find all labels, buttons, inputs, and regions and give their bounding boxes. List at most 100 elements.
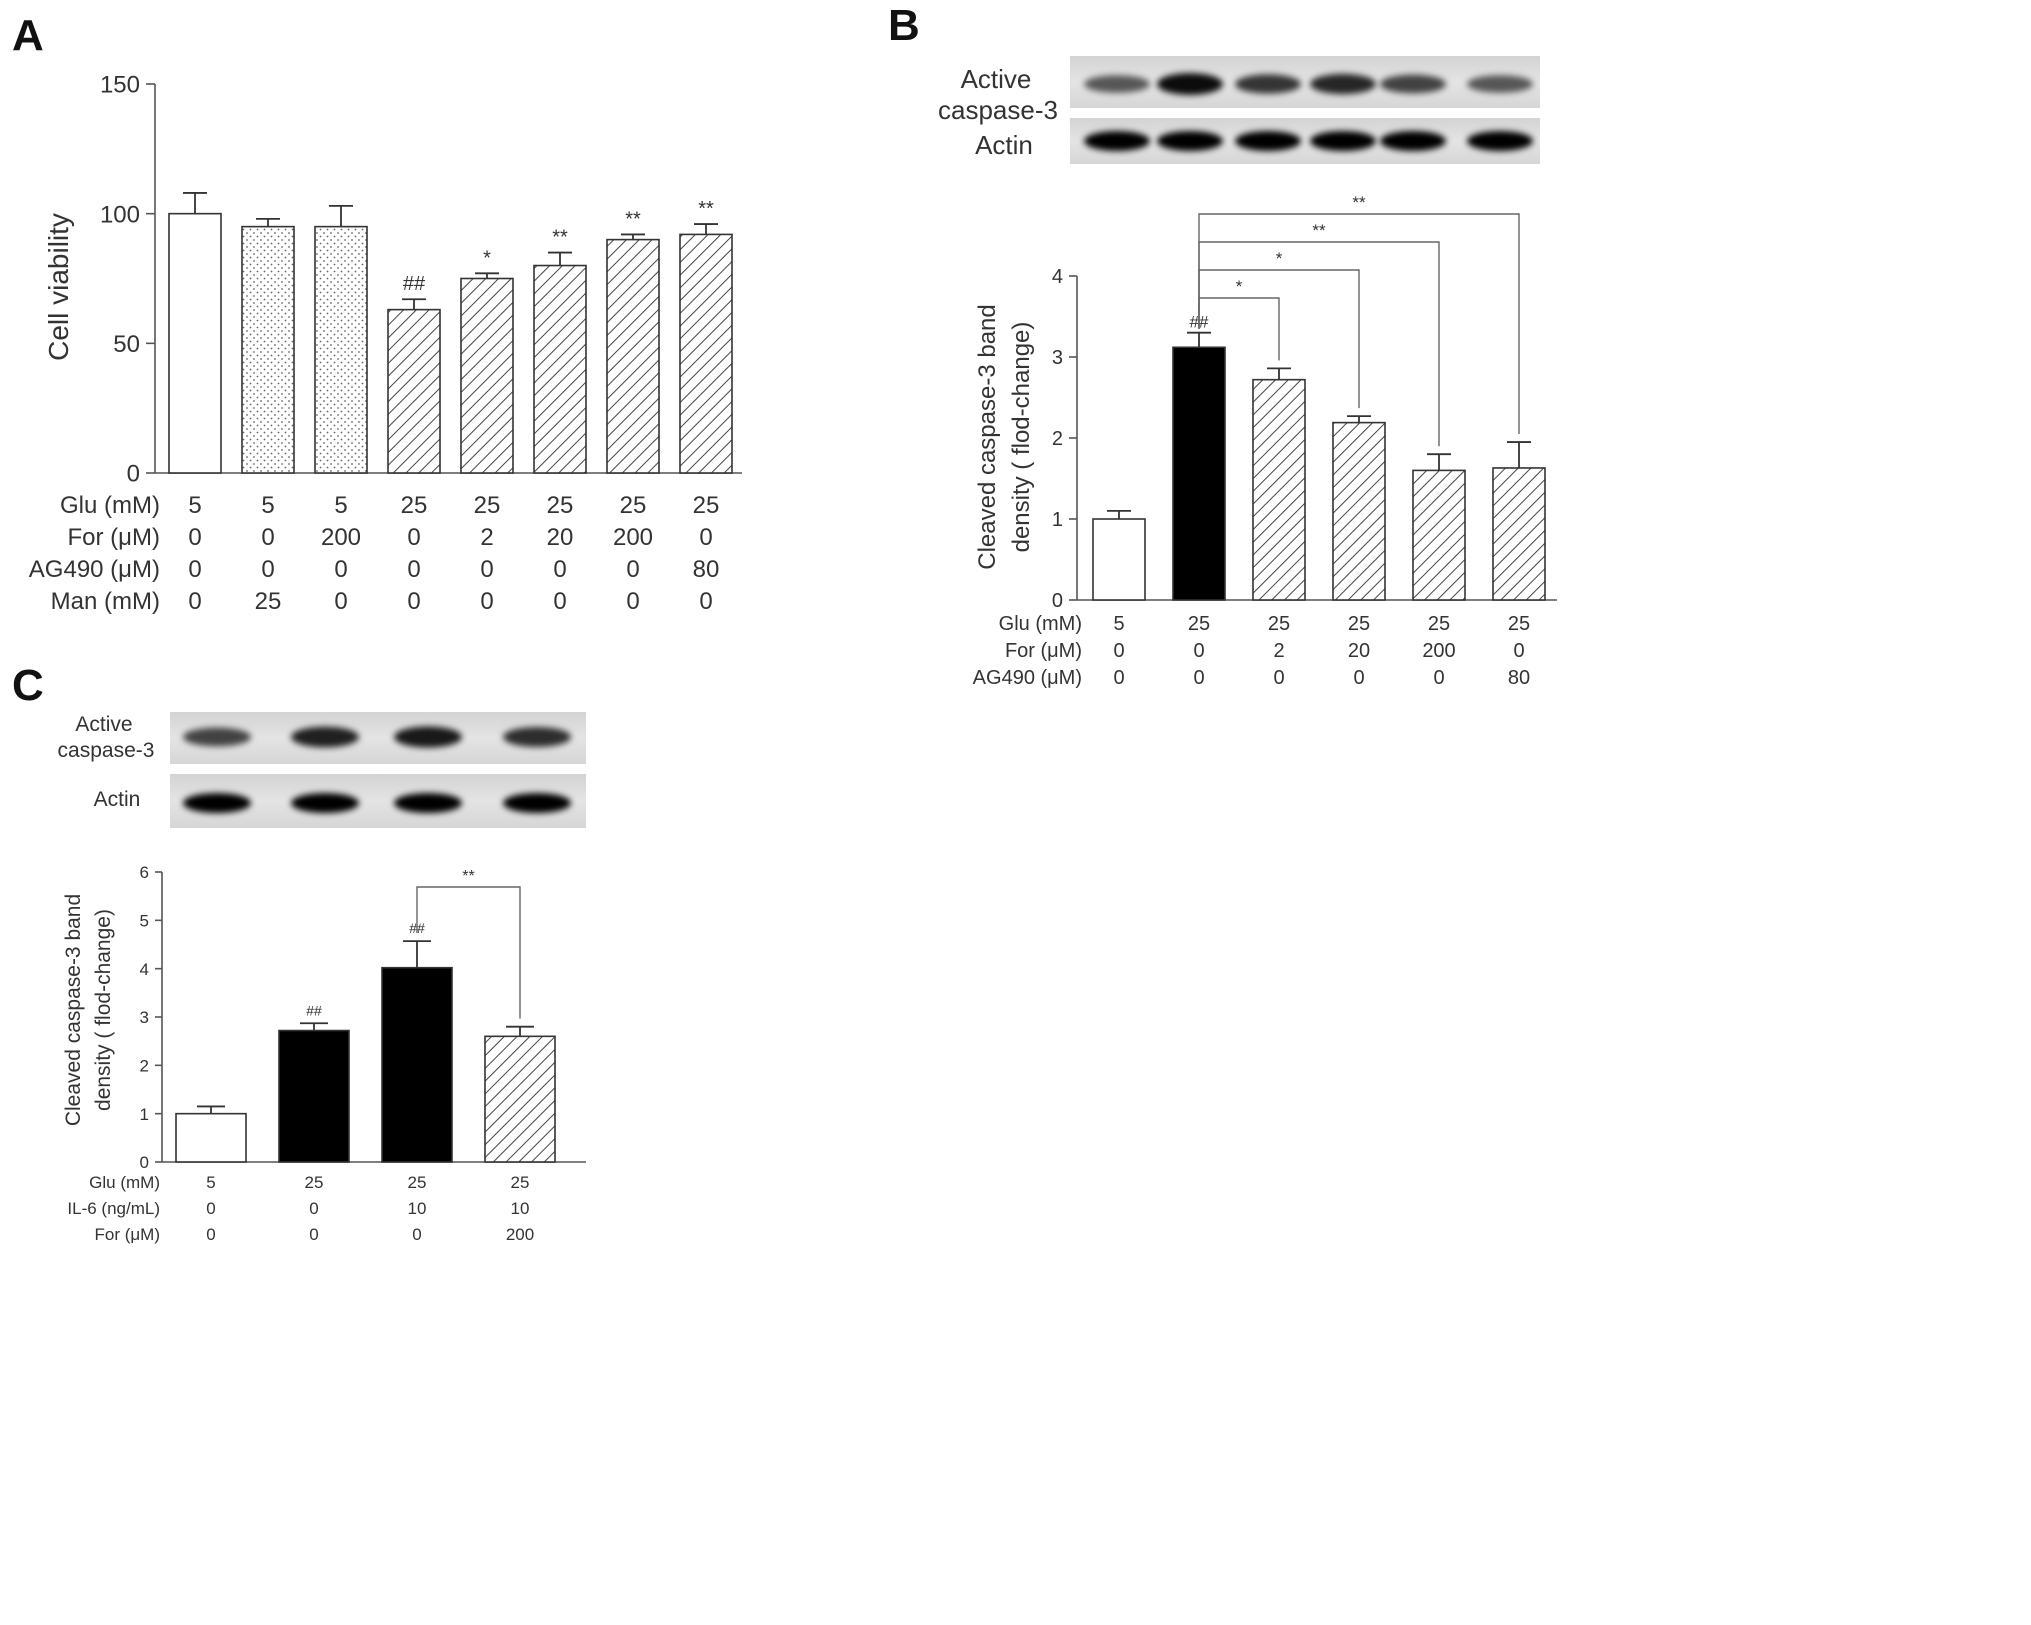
panel-c-condition-value: 5 [206, 1173, 215, 1192]
panel-c-condition-value: 25 [408, 1173, 427, 1192]
panel-c-bar [175, 1112, 247, 1163]
panel-a-y-axis-title: Cell viability [43, 213, 74, 361]
panel-a-bar [460, 277, 514, 474]
panel-c-condition-value: 0 [309, 1225, 318, 1244]
panel-b-bracket-label: ** [1352, 193, 1366, 212]
panel-a-condition-value: 25 [474, 492, 501, 519]
panel-b-comparison-bracket [1198, 241, 1440, 447]
panel-b-bar [1252, 378, 1306, 601]
panel-c-condition-value: 25 [305, 1173, 324, 1192]
panel-b-bracket-label: * [1236, 277, 1243, 296]
panel-c-blot-label-caspase: caspase-3 [58, 739, 155, 762]
panel-b-bar [1172, 346, 1226, 601]
panel-b-blot-caspase-band [1467, 75, 1533, 93]
panel-a-condition-value: 0 [480, 556, 493, 583]
panel-b-condition-value: 0 [1513, 640, 1524, 662]
panel-a-condition-value: 0 [553, 588, 566, 615]
panel-a-condition-value: 0 [480, 588, 493, 615]
panel-b-blot-label-actin: Actin [975, 130, 1033, 160]
panel-b-condition-value: 0 [1273, 667, 1284, 689]
panel-a-condition-value: 0 [626, 588, 639, 615]
panel-a-condition-value: 25 [255, 588, 282, 615]
panel-a-condition-value: 2 [480, 524, 493, 551]
panel-a-condition-value: 0 [553, 556, 566, 583]
panel-a-condition-value: 20 [547, 524, 574, 551]
panel-c-blot: Active caspase-3 Actin [58, 712, 586, 828]
panel-a-condition-value: 0 [407, 556, 420, 583]
panel-c-blot-label-actin: Actin [94, 788, 141, 811]
panel-a-condition-label: Glu (mM) [60, 492, 160, 519]
panel-b-blot-label-active: Active [961, 64, 1032, 94]
panel-a-significance-label: ** [625, 208, 641, 230]
panel-b-bar [1332, 421, 1386, 601]
panel-a-bar [533, 264, 587, 474]
panel-c-significance-label: ## [306, 1002, 322, 1018]
panel-b-bar [1092, 518, 1146, 601]
panel-c-y-tick-label: 4 [140, 960, 149, 979]
panel-b-condition-value: 0 [1113, 667, 1124, 689]
panel-c-condition-value: 200 [506, 1225, 534, 1244]
panel-b-condition-value: 25 [1428, 613, 1450, 635]
panel-c-condition-label: For (μM) [94, 1225, 160, 1244]
panel-b-bracket-label: ** [1312, 221, 1326, 240]
panel-b-blot: Active caspase-3 Actin [938, 56, 1540, 164]
panel-c-blot-actin-band [394, 793, 462, 813]
panel-a-bar [606, 238, 660, 474]
panel-a-y-tick-label: 100 [100, 201, 140, 228]
panel-a-y-tick-label: 50 [113, 331, 140, 358]
panel-c-y-tick-label: 1 [140, 1105, 149, 1124]
panel-c-blot-actin-band [291, 793, 359, 813]
panel-a-condition-value: 0 [699, 588, 712, 615]
panel-b-condition-label: For (μM) [1005, 640, 1082, 662]
panel-b-y-axis-title: density ( flod-change) [1008, 322, 1035, 553]
panel-a-bar [314, 225, 368, 474]
panel-b-condition-value: 0 [1193, 667, 1204, 689]
panel-c-blot-actin-band [183, 793, 251, 813]
panel-c-condition-value: 10 [511, 1199, 530, 1218]
panel-c-chart: 0 1 2 3 4 5 6 Cleaved caspase-3 band density ( f… [62, 863, 586, 1244]
panel-c-condition-label: Glu (mM) [89, 1173, 160, 1192]
panel-b-blot-actin-band [1310, 131, 1376, 151]
panel-a-condition-value: 0 [261, 524, 274, 551]
panel-a-condition-label: For (μM) [68, 524, 160, 551]
panel-c-condition-value: 25 [511, 1173, 530, 1192]
panel-b-y-tick-label: 4 [1052, 266, 1063, 288]
panel-b-blot-caspase-band [1084, 75, 1150, 93]
panel-b-blot-actin-band [1467, 131, 1533, 151]
panel-b-chart: 0 1 2 3 4 Cleaved caspase-3 band density ( flo… [973, 193, 1557, 689]
panel-c-bar [278, 1029, 350, 1163]
panel-b-blot-actin-band [1084, 131, 1150, 151]
panel-a-condition-value: 25 [401, 492, 428, 519]
panel-c-condition-value: 0 [309, 1199, 318, 1218]
panel-c-bracket-label: ** [462, 868, 474, 885]
panel-b-condition-value: 0 [1353, 667, 1364, 689]
panel-a-condition-value: 0 [334, 588, 347, 615]
panel-c-y-tick-label: 6 [140, 863, 149, 882]
panel-b-bracket-label: * [1276, 249, 1283, 268]
panel-b-condition-value: 20 [1348, 640, 1370, 662]
panel-b-condition-value: 2 [1273, 640, 1284, 662]
panel-a-condition-value: 0 [407, 588, 420, 615]
panel-c-y-tick-label: 3 [140, 1008, 149, 1027]
panel-a-condition-value: 0 [626, 556, 639, 583]
panel-b-condition-value: 25 [1268, 613, 1290, 635]
panel-a-condition-value: 25 [547, 492, 574, 519]
panel-b-condition-value: 80 [1508, 667, 1530, 689]
panel-c-blot-label-active: Active [75, 713, 132, 736]
panel-a-condition-value: 200 [613, 524, 653, 551]
panel-c-y-axis-title: Cleaved caspase-3 band [62, 894, 85, 1126]
panel-b-blot-label-caspase: caspase-3 [938, 95, 1058, 125]
panel-b-condition-label: AG490 (μM) [973, 667, 1082, 689]
panel-a-bar [241, 225, 295, 474]
panel-a-condition-value: 5 [261, 492, 274, 519]
panel-b-letter: B [888, 1, 920, 50]
panel-a-bar [679, 233, 733, 474]
panel-b-condition-value: 0 [1113, 640, 1124, 662]
panel-c-y-axis-title: density ( flod-change) [92, 909, 115, 1111]
panel-c-condition-value: 0 [206, 1199, 215, 1218]
panel-a-condition-value: 0 [188, 524, 201, 551]
panel-b-condition-value: 5 [1113, 613, 1124, 635]
panel-b-y-axis-title: Cleaved caspase-3 band [974, 304, 1001, 570]
panel-c-y-tick-label: 2 [140, 1056, 149, 1075]
panel-b-comparison-bracket [1198, 213, 1520, 435]
